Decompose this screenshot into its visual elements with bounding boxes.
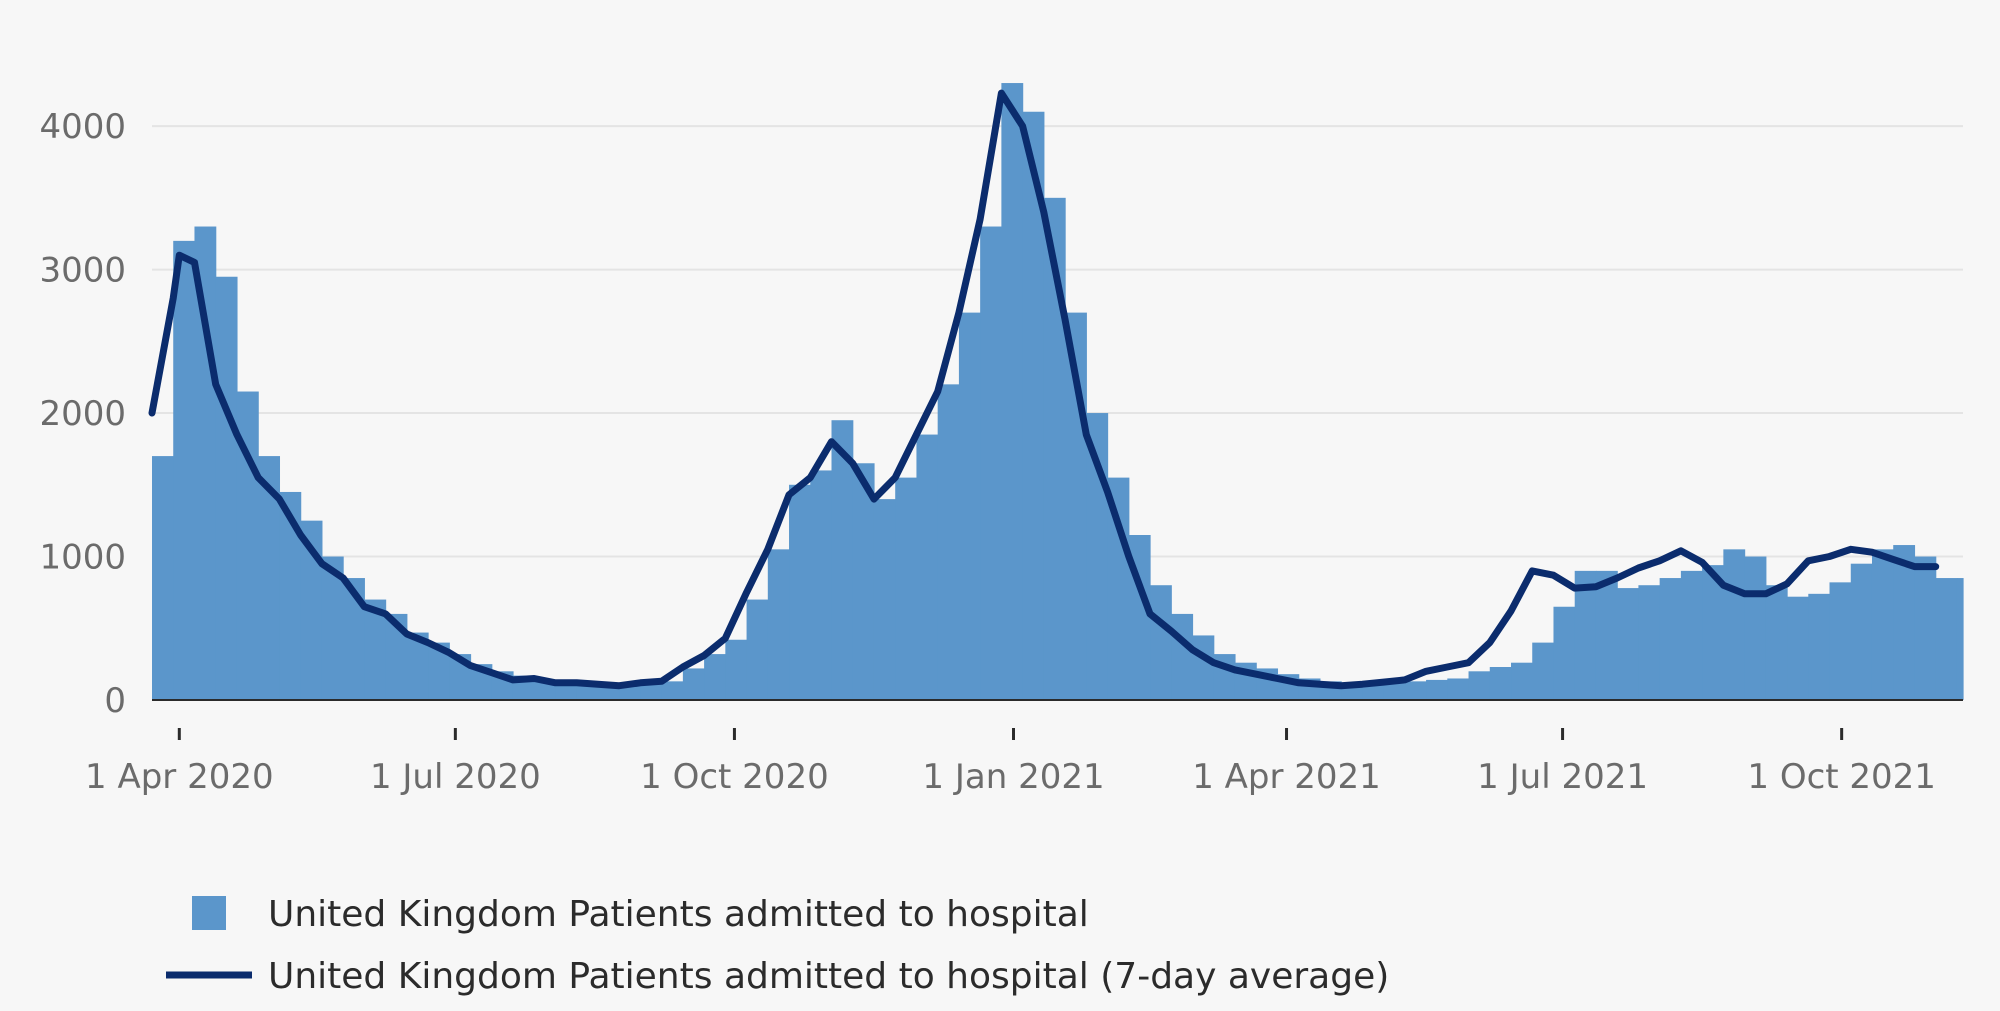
admissions-bar bbox=[1489, 667, 1512, 700]
admissions-bar bbox=[1638, 585, 1661, 700]
admissions-bar bbox=[1192, 635, 1215, 700]
admissions-bar bbox=[152, 456, 174, 700]
seven-day-average-line bbox=[148, 89, 1940, 690]
admissions-bar bbox=[789, 484, 811, 700]
admissions-bar bbox=[810, 470, 833, 700]
admissions-bar bbox=[1532, 642, 1555, 700]
admissions-bar bbox=[1850, 563, 1873, 700]
admissions-bar bbox=[321, 556, 344, 700]
x-tick-label: 1 Apr 2020 bbox=[85, 757, 274, 797]
admissions-bar bbox=[1617, 588, 1640, 700]
x-tick-label: 1 Jul 2020 bbox=[370, 757, 541, 797]
y-tick-label: 1000 bbox=[39, 538, 126, 578]
admissions-bar bbox=[746, 599, 769, 700]
admissions-bar bbox=[173, 240, 196, 700]
x-tick-label: 1 Apr 2021 bbox=[1192, 757, 1381, 797]
admissions-bar bbox=[1404, 681, 1427, 700]
admissions-bar bbox=[1956, 578, 1964, 700]
admissions-bar bbox=[873, 499, 896, 700]
admissions-bar bbox=[279, 491, 302, 700]
admissions-bar bbox=[1426, 679, 1448, 700]
admissions-bar bbox=[1511, 662, 1533, 700]
y-tick-label: 3000 bbox=[39, 251, 126, 291]
admissions-bar bbox=[385, 613, 408, 700]
y-tick-label: 4000 bbox=[39, 107, 126, 147]
admissions-bar bbox=[1893, 545, 1916, 700]
admissions-bar bbox=[1362, 684, 1385, 700]
admissions-bar bbox=[937, 384, 960, 700]
x-tick-label: 1 Jul 2021 bbox=[1477, 757, 1648, 797]
y-tick-label: 0 bbox=[104, 681, 126, 721]
admissions-bar bbox=[1765, 585, 1788, 700]
x-axis-ticks: 1 Apr 2020 1 Jul 2020 1 Oct 2020 1 Jan 2021… bbox=[85, 728, 1936, 797]
x-tick-label: 1 Oct 2021 bbox=[1747, 757, 1936, 797]
admissions-bar bbox=[1702, 565, 1724, 700]
admissions-bar bbox=[704, 654, 726, 700]
admissions-bar bbox=[682, 668, 705, 700]
admissions-bar bbox=[1935, 578, 1958, 700]
admissions-bar bbox=[895, 477, 918, 700]
y-axis-tick-labels: 0 1000 2000 3000 4000 bbox=[39, 107, 126, 721]
admissions-bar bbox=[364, 599, 387, 700]
admissions-bar bbox=[1022, 111, 1045, 700]
admissions-bar bbox=[1447, 678, 1470, 700]
admissions-bar bbox=[215, 276, 238, 700]
legend-label-average: United Kingdom Patients admitted to hosp… bbox=[268, 956, 1389, 997]
admissions-bar bbox=[980, 226, 1002, 701]
admissions-bar bbox=[1574, 570, 1597, 700]
admissions-bar bbox=[1808, 593, 1831, 700]
admissions-bar bbox=[831, 420, 854, 700]
admissions-bar bbox=[958, 312, 981, 700]
admissions-bar bbox=[1787, 596, 1809, 700]
x-tick-label: 1 Oct 2020 bbox=[640, 757, 829, 797]
admissions-bar bbox=[1001, 83, 1024, 701]
admissions-bar bbox=[1383, 683, 1406, 700]
legend: United Kingdom Patients admitted to hosp… bbox=[166, 894, 1389, 997]
legend-label-bars: United Kingdom Patients admitted to hosp… bbox=[268, 894, 1089, 935]
admissions-bar bbox=[406, 632, 429, 700]
admissions-bar bbox=[1150, 585, 1172, 700]
admissions-bar bbox=[1553, 606, 1576, 700]
admissions-bar bbox=[1043, 197, 1066, 700]
admissions-bar bbox=[428, 642, 450, 700]
admissions-bar bbox=[1829, 582, 1852, 700]
admissions-bar bbox=[640, 683, 663, 700]
admissions-bar bbox=[1595, 570, 1618, 700]
admissions-bar bbox=[916, 434, 939, 700]
admissions-bar bbox=[725, 639, 748, 700]
admissions-bar bbox=[1171, 613, 1194, 700]
admissions-bar bbox=[1680, 570, 1703, 700]
daily-admissions-bars bbox=[152, 83, 1964, 701]
seven-day-average-layer bbox=[148, 89, 1940, 690]
admissions-bar bbox=[1468, 671, 1491, 700]
admissions-bar bbox=[1871, 549, 1894, 700]
admissions-bar bbox=[1744, 556, 1767, 700]
admissions-bar bbox=[767, 549, 790, 700]
admissions-bar bbox=[343, 578, 365, 700]
admissions-bar bbox=[661, 681, 684, 700]
x-tick-label: 1 Jan 2021 bbox=[922, 757, 1104, 797]
admissions-bar bbox=[258, 456, 281, 700]
y-tick-label: 2000 bbox=[39, 394, 126, 434]
legend-swatch-bars bbox=[192, 896, 226, 930]
admissions-bar bbox=[1723, 549, 1746, 700]
admissions-bar bbox=[300, 520, 323, 700]
admissions-bar bbox=[1659, 578, 1682, 700]
admissions-bar bbox=[852, 463, 875, 700]
admissions-bar bbox=[1914, 556, 1937, 700]
